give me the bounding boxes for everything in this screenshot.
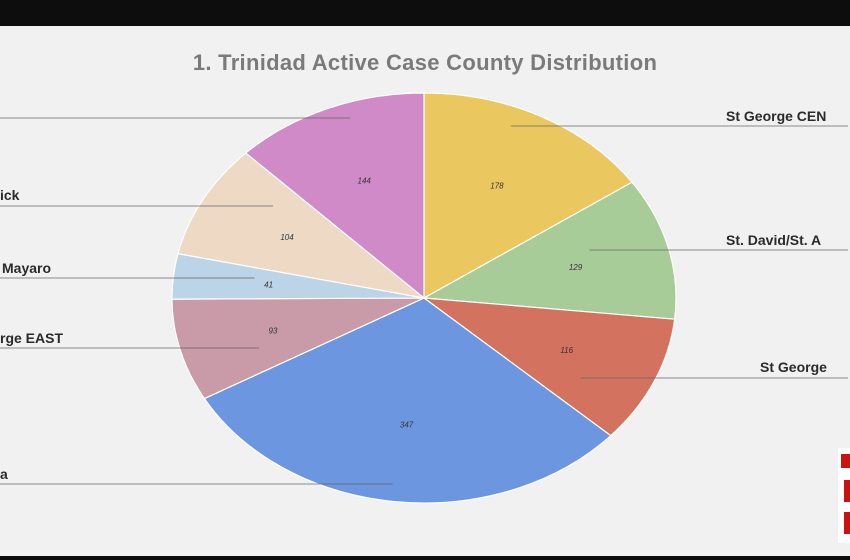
pie-slice (171, 297, 425, 400)
broadcaster-logo-icon (838, 448, 850, 543)
slice-value-label: 178 (490, 182, 504, 191)
slice-category-label: ick (0, 187, 20, 203)
pie-slice (177, 152, 425, 299)
chart-title: 1. Trinidad Active Case County Distribut… (192, 50, 658, 75)
slice-category-label: rge EAST (0, 330, 63, 346)
slice-category-label: St. David/St. A (726, 232, 821, 248)
slice-category-label: a (0, 466, 8, 482)
pie-slice (423, 92, 633, 300)
slice-value-label: 129 (569, 263, 583, 272)
slice-category-label: St George CEN (726, 108, 826, 124)
slice-value-label: 116 (560, 346, 573, 355)
screen-bottom-bar (0, 556, 850, 560)
slice-value-label: 347 (400, 420, 414, 429)
pie-slice (203, 297, 612, 504)
slice-category-label: St George (760, 359, 827, 375)
slice-value-label: 41 (264, 281, 273, 290)
slice-value-label: 104 (280, 233, 294, 242)
slice-value-label: 144 (358, 177, 372, 186)
pie-slice (421, 181, 677, 320)
slice-category-label: Mayaro (2, 260, 51, 276)
pie-slice (244, 92, 425, 300)
pie-slice (421, 297, 676, 437)
slice-value-label: 93 (269, 327, 278, 336)
